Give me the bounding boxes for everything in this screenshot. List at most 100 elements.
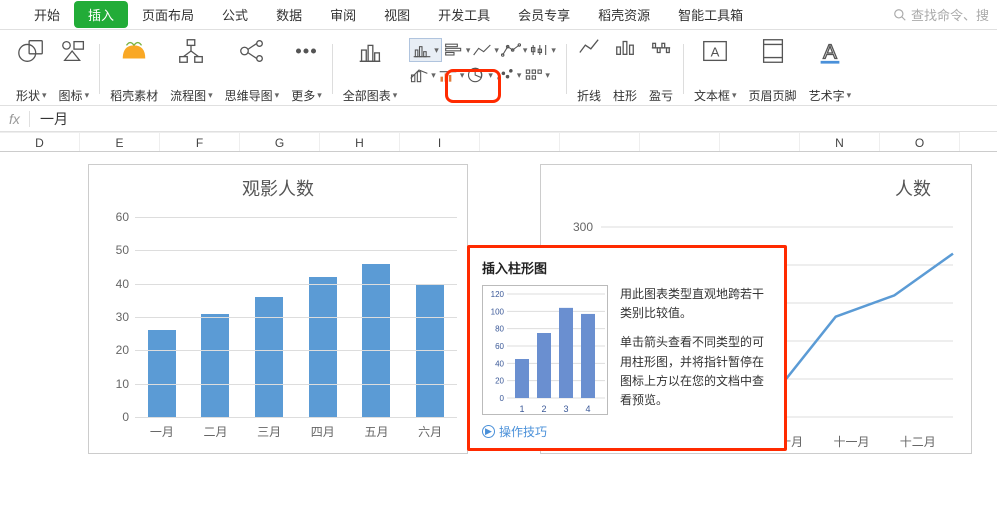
- bar[interactable]: [255, 297, 283, 417]
- play-icon: ▶: [482, 425, 495, 438]
- col-header[interactable]: E: [80, 132, 160, 151]
- sparkline-bar-icon: [614, 36, 636, 58]
- chart-title: 观影人数: [89, 165, 467, 217]
- ribbon-mindmap[interactable]: 思维导图▾: [219, 36, 286, 104]
- col-header[interactable]: D: [0, 132, 80, 151]
- fx-label: fx: [0, 111, 30, 127]
- area-chart-icon: [501, 41, 521, 59]
- tab-开发工具[interactable]: 开发工具: [424, 1, 504, 28]
- mindmap-icon: [237, 36, 267, 66]
- col-header[interactable]: F: [160, 132, 240, 151]
- tab-稻壳资源[interactable]: 稻壳资源: [584, 1, 664, 28]
- svg-text:80: 80: [495, 325, 504, 334]
- shapes-icon: [16, 36, 46, 66]
- tab-智能工具箱[interactable]: 智能工具箱: [664, 1, 757, 28]
- bar[interactable]: [148, 330, 176, 417]
- bar-chart-icon: [412, 41, 432, 59]
- svg-text:2: 2: [541, 404, 546, 414]
- col-header[interactable]: I: [400, 132, 480, 151]
- bar[interactable]: [362, 264, 390, 417]
- line-chart-icon: [472, 41, 492, 59]
- ribbon-more[interactable]: 更多▾: [285, 36, 328, 104]
- tab-审阅[interactable]: 审阅: [316, 1, 370, 28]
- ribbon-all-charts[interactable]: 全部图表▾: [337, 36, 404, 104]
- daoke-icon: [119, 36, 149, 66]
- ribbon-sparkline-winloss[interactable]: 盈亏: [643, 36, 679, 104]
- column-headers: DEFGHI NO: [0, 132, 997, 152]
- icons-icon: [59, 36, 89, 66]
- winloss-icon: [650, 36, 672, 58]
- formula-bar: fx 一月: [0, 106, 997, 132]
- col-header[interactable]: O: [880, 132, 960, 151]
- svg-text:60: 60: [495, 342, 504, 351]
- tooltip-link[interactable]: ▶ 操作技巧: [482, 423, 772, 440]
- svg-text:A: A: [711, 45, 720, 60]
- tab-开始[interactable]: 开始: [20, 1, 74, 28]
- ribbon-daoke[interactable]: 稻壳素材: [104, 36, 164, 104]
- tab-插入[interactable]: 插入: [74, 1, 128, 28]
- tab-视图[interactable]: 视图: [370, 1, 424, 28]
- radar-icon: [523, 66, 543, 84]
- insert-line-button[interactable]: ▾: [472, 41, 499, 59]
- formula-input[interactable]: 一月: [30, 109, 68, 129]
- tab-公式[interactable]: 公式: [208, 1, 262, 28]
- ribbon-shapes[interactable]: 形状▾: [10, 36, 53, 104]
- highlight-box: [445, 69, 501, 103]
- tab-strip: 开始插入页面布局公式数据审阅视图开发工具会员专享稻壳资源智能工具箱 查找命令、搜: [0, 0, 997, 30]
- insert-area-button[interactable]: ▾: [501, 41, 528, 59]
- tab-页面布局[interactable]: 页面布局: [128, 1, 208, 28]
- insert-bar-tooltip: 插入柱形图 0204060801001201234 用此图表类型直观地跨若干类别…: [467, 245, 787, 451]
- bar[interactable]: [201, 314, 229, 417]
- combo-icon: [409, 66, 429, 84]
- command-search[interactable]: 查找命令、搜: [893, 5, 997, 24]
- svg-text:300: 300: [573, 220, 593, 234]
- sparkline-line-icon: [578, 36, 600, 58]
- search-icon: [893, 8, 907, 22]
- bar[interactable]: [309, 277, 337, 417]
- more-icon: [291, 36, 321, 66]
- ribbon-flowchart[interactable]: 流程图▾: [164, 36, 219, 104]
- tooltip-thumb: 0204060801001201234: [482, 285, 608, 415]
- ribbon-sparkline-line[interactable]: 折线: [571, 36, 607, 104]
- svg-text:120: 120: [491, 290, 505, 299]
- all-charts-icon: [355, 36, 385, 66]
- svg-text:A: A: [823, 41, 837, 64]
- bar-chart[interactable]: 观影人数 0102030405060 一月二月三月四月五月六月: [88, 164, 468, 454]
- ribbon-headerfooter[interactable]: 页眉页脚: [743, 36, 803, 104]
- col-header[interactable]: [640, 132, 720, 151]
- col-header[interactable]: N: [800, 132, 880, 151]
- insert-hbar-button[interactable]: ▾: [444, 41, 471, 59]
- sheet-area: DEFGHINO 观影人数 0102030405060 一月二月三月四月五月六月…: [0, 132, 997, 152]
- hbar-icon: [444, 41, 464, 59]
- svg-text:100: 100: [491, 307, 505, 316]
- insert-stock-button[interactable]: ▾: [529, 41, 556, 59]
- col-header[interactable]: [560, 132, 640, 151]
- textbox-icon: A: [700, 36, 730, 66]
- col-header[interactable]: [720, 132, 800, 151]
- ribbon-icons[interactable]: 图标▾: [53, 36, 96, 104]
- wordart-icon: A: [815, 36, 845, 66]
- ribbon-textbox[interactable]: A 文本框▾: [688, 36, 743, 104]
- flowchart-icon: [176, 36, 206, 66]
- tab-会员专享[interactable]: 会员专享: [504, 1, 584, 28]
- ribbon-sparkline-bar[interactable]: 柱形: [607, 36, 643, 104]
- headerfooter-icon: [758, 36, 788, 66]
- col-header[interactable]: H: [320, 132, 400, 151]
- insert-combo-button[interactable]: ▾: [409, 66, 436, 84]
- svg-text:0: 0: [500, 394, 505, 403]
- ribbon: 形状▾ 图标▾ 稻壳素材 流程图▾ 思维导图▾ 更多▾ 全部图表▾ ▾ ▾ ▾ …: [0, 30, 997, 106]
- tab-数据[interactable]: 数据: [262, 1, 316, 28]
- svg-text:40: 40: [495, 359, 504, 368]
- col-header[interactable]: G: [240, 132, 320, 151]
- search-placeholder: 查找命令、搜: [911, 5, 989, 24]
- chart-title: 人数: [541, 165, 971, 217]
- insert-bar-chart-button[interactable]: ▾: [409, 38, 442, 62]
- svg-text:1: 1: [519, 404, 524, 414]
- chart-axes: 0102030405060: [135, 217, 457, 417]
- col-header[interactable]: [480, 132, 560, 151]
- tooltip-title: 插入柱形图: [482, 258, 772, 277]
- tooltip-text: 用此图表类型直观地跨若干类别比较值。 单击箭头查看不同类型的可用柱形图，并将指针…: [620, 285, 772, 415]
- insert-radar-button[interactable]: ▾: [523, 66, 550, 84]
- svg-text:3: 3: [563, 404, 568, 414]
- ribbon-wordart[interactable]: A 艺术字▾: [803, 36, 858, 104]
